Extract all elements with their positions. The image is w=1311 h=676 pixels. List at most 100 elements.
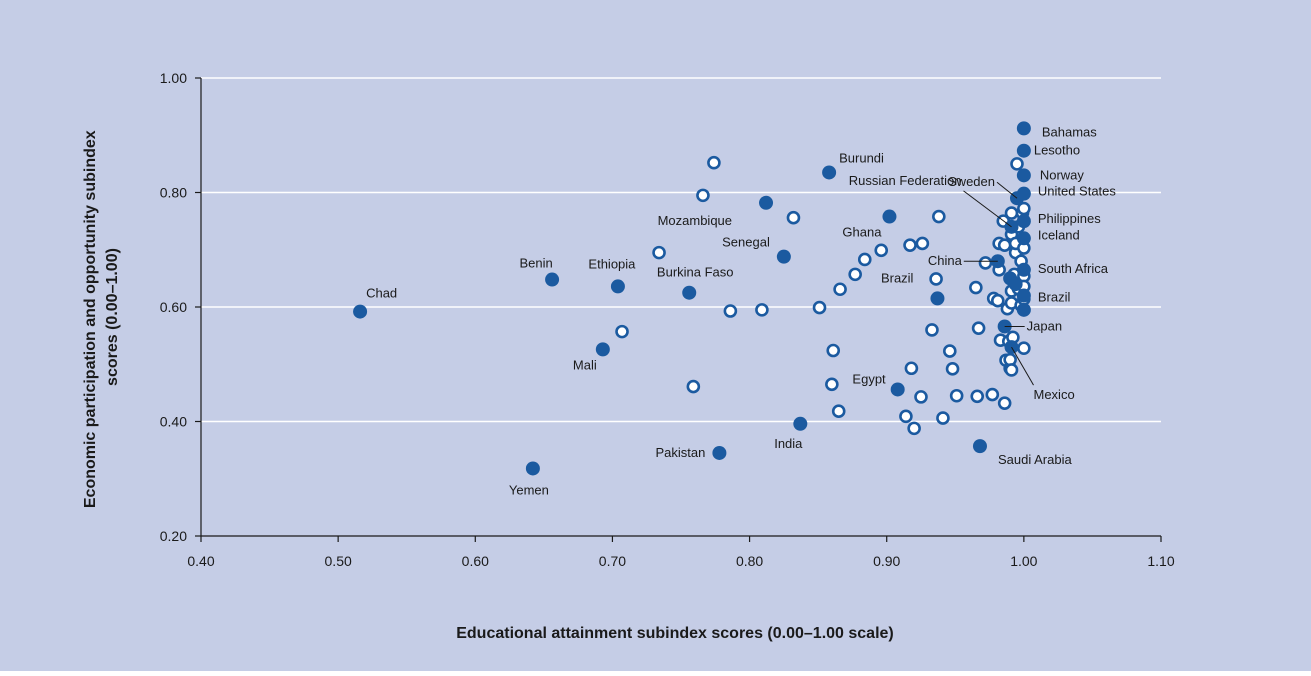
open-point <box>997 238 1012 252</box>
open-point <box>826 343 841 358</box>
open-point <box>899 409 913 424</box>
open-point <box>686 379 701 394</box>
labeled-point <box>545 272 560 287</box>
labeled-point <box>822 165 837 180</box>
y-tick-label: 0.80 <box>160 185 187 201</box>
axes <box>195 77 1162 542</box>
point-label: Saudi Arabia <box>998 452 1072 467</box>
labeled-point <box>353 304 368 319</box>
y-axis-title: Economic participation and opportunity s… <box>82 126 121 508</box>
y-axis-title-line-1: Economic participation and opportunity s… <box>82 130 99 508</box>
x-tick-label: 0.40 <box>187 553 214 569</box>
labeled-point <box>882 209 897 224</box>
open-point <box>707 155 721 170</box>
x-tick-label: 1.10 <box>1147 553 1174 569</box>
x-tick-label: 0.80 <box>736 553 763 569</box>
open-point <box>915 236 930 251</box>
y-axis-title-line-2: scores (0.00–1.00) <box>104 248 121 386</box>
open-point <box>1017 341 1031 356</box>
labeled-point <box>972 439 987 454</box>
labeled-point <box>712 445 727 460</box>
filled-point <box>1016 302 1031 317</box>
point-label: Yemen <box>509 482 549 497</box>
open-point <box>652 245 666 260</box>
point-label: Mozambique <box>658 213 732 228</box>
open-point <box>932 209 946 224</box>
open-point <box>755 303 769 317</box>
point-label: Pakistan <box>656 445 706 460</box>
x-tick-label: 0.60 <box>462 553 489 569</box>
filled-point <box>1008 277 1023 292</box>
open-point <box>696 188 710 203</box>
y-tick-label: 0.20 <box>160 528 187 544</box>
open-point <box>874 243 889 258</box>
point-label: Bahamas <box>1042 124 1097 139</box>
labeled-point <box>759 195 774 210</box>
open-point <box>936 411 950 425</box>
open-point <box>945 362 960 376</box>
point-label: Mexico <box>1034 387 1075 402</box>
open-point <box>997 396 1012 410</box>
point-label: Brazil <box>1038 290 1071 305</box>
tick-labels: 0.200.400.600.801.000.40 0.50 0.60 0.70 0.80… <box>160 70 1175 569</box>
labeled-point <box>1016 121 1031 136</box>
labeled-point <box>1016 168 1031 183</box>
open-point <box>1004 206 1019 220</box>
label-leader-line <box>1011 346 1034 386</box>
labeled-point <box>610 279 625 294</box>
point-label: Sweden <box>948 174 995 189</box>
labeled-point <box>793 416 808 431</box>
open-point <box>942 344 957 358</box>
open-point <box>723 304 738 318</box>
labeled-point <box>1016 231 1031 246</box>
open-point <box>978 256 993 270</box>
open-point <box>907 421 921 436</box>
open-point <box>970 389 985 404</box>
point-label: Norway <box>1040 167 1085 182</box>
labeled-point <box>890 382 905 397</box>
open-point <box>929 272 943 286</box>
point-label: Russian Federation <box>849 173 962 188</box>
point-label: Ethiopia <box>588 256 636 271</box>
open-point <box>990 293 1005 308</box>
open-point <box>786 210 801 225</box>
point-label: Mali <box>573 357 597 372</box>
labeled-point <box>595 342 610 357</box>
open-point <box>1017 201 1031 216</box>
open-point <box>1010 157 1024 171</box>
point-label: United States <box>1038 184 1117 199</box>
open-point <box>825 377 839 392</box>
open-point <box>949 388 964 403</box>
y-tick-label: 0.40 <box>160 414 187 430</box>
labeled-point <box>525 461 540 476</box>
open-point <box>833 282 847 297</box>
point-label: Egypt <box>852 371 886 386</box>
open-point <box>1004 363 1019 377</box>
x-axis-title: Educational attainment subindex scores (… <box>456 625 894 642</box>
point-label: Philippines <box>1038 211 1101 226</box>
open-point <box>904 361 919 376</box>
point-label: India <box>774 436 803 451</box>
point-label: Chad <box>366 286 397 301</box>
label-leader-line <box>963 190 1012 228</box>
point-label: Ghana <box>842 225 882 240</box>
labeled-point <box>776 249 791 264</box>
open-point <box>812 300 827 315</box>
open-point <box>857 252 872 267</box>
x-tick-label: 0.70 <box>599 553 626 569</box>
labeled-point <box>1016 186 1031 201</box>
point-label: Benin <box>519 256 552 271</box>
point-label: Burundi <box>839 150 884 165</box>
point-label: Brazil <box>881 270 914 285</box>
y-tick-label: 0.60 <box>160 299 187 315</box>
open-point <box>925 323 939 337</box>
labeled-point <box>930 291 945 306</box>
open-point <box>615 324 629 339</box>
open-point <box>969 280 983 295</box>
labeled-point <box>1016 262 1031 277</box>
y-tick-label: 1.00 <box>160 70 187 86</box>
point-label: South Africa <box>1038 261 1109 276</box>
